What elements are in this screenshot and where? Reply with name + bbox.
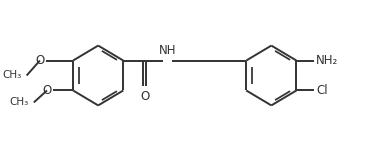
Text: CH₃: CH₃: [9, 97, 28, 107]
Text: Cl: Cl: [316, 84, 328, 97]
Text: NH: NH: [159, 44, 177, 57]
Text: CH₃: CH₃: [2, 71, 21, 80]
Text: O: O: [140, 90, 149, 103]
Text: NH₂: NH₂: [316, 54, 338, 67]
Text: O: O: [42, 84, 51, 97]
Text: O: O: [35, 54, 44, 67]
